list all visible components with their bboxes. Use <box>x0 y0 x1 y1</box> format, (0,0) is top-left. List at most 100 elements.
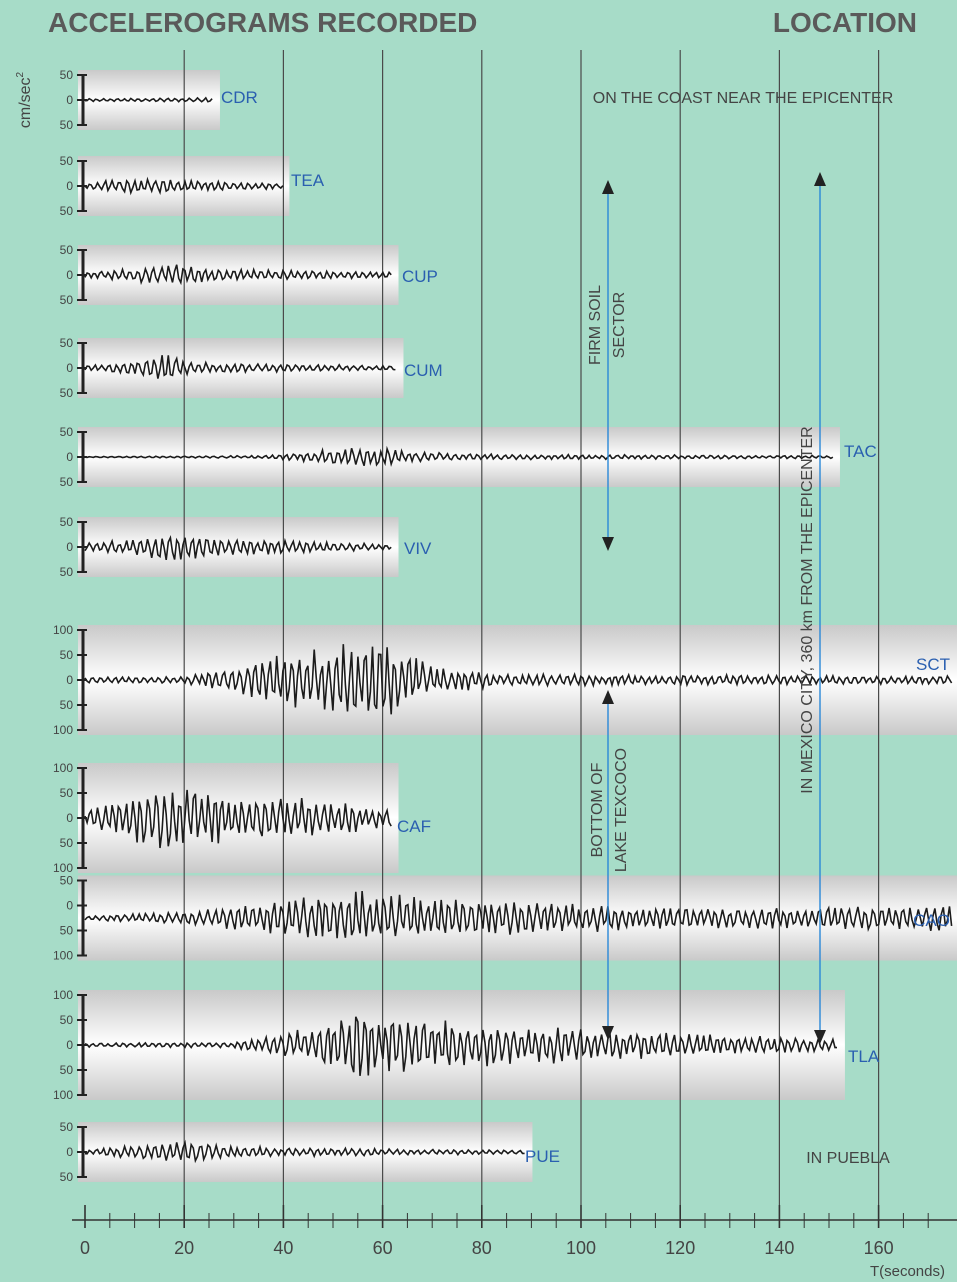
station-label-tla: TLA <box>848 1047 880 1066</box>
y-axis-tea: 50 0 50 <box>60 154 87 218</box>
puebla-annotation: IN PUEBLA <box>806 1150 890 1167</box>
trace-band-cum <box>78 338 404 398</box>
station-label-sct: SCT <box>916 655 950 674</box>
mexico-city-arrow-up-head <box>814 172 826 186</box>
y-tick-label: 50 <box>60 475 74 489</box>
y-axis-caf: 100 50 0 50 100 <box>53 761 87 875</box>
y-tick-label: 0 <box>66 93 73 107</box>
y-tick-label: 50 <box>60 68 74 82</box>
y-tick-label: 0 <box>66 673 73 687</box>
y-tick-label: 50 <box>60 1120 74 1134</box>
trace-caf <box>84 789 392 849</box>
y-tick-label: 50 <box>60 1170 74 1184</box>
y-axis-tla: 100 50 0 50 100 <box>53 988 87 1102</box>
x-tick-label: 60 <box>373 1238 393 1258</box>
firm-soil-line-1: FIRM SOIL <box>587 285 604 365</box>
y-tick-label: 0 <box>66 450 73 464</box>
trace-cup <box>84 264 392 286</box>
x-tick-label: 40 <box>273 1238 293 1258</box>
vertical-gridlines <box>183 50 880 1205</box>
location-header: LOCATION <box>773 7 917 38</box>
x-tick-label: 0 <box>80 1238 90 1258</box>
y-tick-label: 50 <box>60 154 74 168</box>
y-tick-label: 50 <box>60 243 74 257</box>
y-tick-label: 100 <box>53 988 73 1002</box>
y-tick-label: 50 <box>60 924 74 938</box>
traces: CDR TEA CUP CUM TAC VIV SCT CAF CAO TLA PUE <box>84 88 953 1166</box>
station-label-tac: TAC <box>844 442 877 461</box>
y-tick-label: 50 <box>60 204 74 218</box>
y-tick-label: 100 <box>53 623 73 637</box>
y-tick-label: 50 <box>60 293 74 307</box>
firm-soil-annotation: FIRM SOIL SECTOR <box>587 285 628 365</box>
trace-bands <box>78 70 957 1182</box>
y-tick-label: 50 <box>60 836 74 850</box>
trace-tla <box>84 1016 837 1076</box>
time-axis: 0 20 40 60 80 100 120 140 160 T(seconds) <box>72 1205 957 1280</box>
mexico-city-annotation: IN MEXICO CITY, 360 km FROM THE EPICENTE… <box>799 426 816 793</box>
y-tick-label: 50 <box>60 874 74 888</box>
y-axis-pue: 50 0 50 <box>60 1120 87 1184</box>
trace-pue <box>84 1139 525 1164</box>
x-tick-label: 120 <box>665 1238 695 1258</box>
y-axis-viv: 50 0 50 <box>60 515 87 579</box>
y-tick-label: 50 <box>60 565 74 579</box>
lake-line-1: BOTTOM OF <box>589 762 606 857</box>
trace-cum <box>84 355 396 379</box>
trace-sct <box>84 644 953 715</box>
y-tick-label: 0 <box>66 361 73 375</box>
trace-tac <box>84 445 834 468</box>
x-tick-label: 140 <box>764 1238 794 1258</box>
y-tick-label: 50 <box>60 515 74 529</box>
y-unit-label: cm/sec2 <box>15 71 34 128</box>
y-tick-label: 100 <box>53 1088 73 1102</box>
y-tick-label: 50 <box>60 425 74 439</box>
lake-arrow-down-head <box>602 1026 614 1040</box>
y-axis-cao: 50 0 50 100 <box>53 874 87 963</box>
y-tick-label: 0 <box>66 1145 73 1159</box>
y-axis-sct: 100 50 0 50 100 <box>53 623 87 737</box>
y-tick-label: 50 <box>60 648 74 662</box>
y-tick-label: 50 <box>60 1013 74 1027</box>
trace-tea <box>84 176 284 196</box>
y-axis-cum: 50 0 50 <box>60 336 87 400</box>
station-label-cao: CAO <box>913 911 950 930</box>
mexico-city-arrow-down-head <box>814 1030 826 1044</box>
x-tick-label: 80 <box>472 1238 492 1258</box>
x-tick-label: 100 <box>566 1238 596 1258</box>
lake-texcoco-annotation: BOTTOM OF LAKE TEXCOCO <box>589 748 630 872</box>
y-tick-label: 0 <box>66 811 73 825</box>
station-label-cum: CUM <box>404 361 443 380</box>
amplitude-axes: 5005050050500505005050050500501005005010… <box>53 68 87 1184</box>
y-tick-label: 100 <box>53 949 73 963</box>
y-axis-tac: 50 0 50 <box>60 425 87 489</box>
x-axis-label: T(seconds) <box>870 1263 945 1280</box>
lake-arrow-up-head <box>602 690 614 704</box>
station-label-pue: PUE <box>525 1147 560 1166</box>
y-tick-label: 0 <box>66 179 73 193</box>
y-tick-label: 100 <box>53 861 73 875</box>
y-tick-label: 50 <box>60 386 74 400</box>
y-tick-label: 0 <box>66 540 73 554</box>
station-label-viv: VIV <box>404 539 432 558</box>
y-tick-label: 50 <box>60 336 74 350</box>
y-tick-label: 0 <box>66 1038 73 1052</box>
y-tick-label: 50 <box>60 786 74 800</box>
y-tick-label: 100 <box>53 723 73 737</box>
station-label-cup: CUP <box>402 267 438 286</box>
y-tick-label: 0 <box>66 899 73 913</box>
firm-soil-line-2: SECTOR <box>611 292 628 358</box>
firm-soil-arrow-down-head <box>602 537 614 551</box>
y-tick-label: 100 <box>53 761 73 775</box>
x-tick-label: 160 <box>864 1238 894 1258</box>
y-tick-label: 50 <box>60 118 74 132</box>
y-axis-cdr: 50 0 50 <box>60 68 87 132</box>
station-label-cdr: CDR <box>221 88 258 107</box>
station-label-tea: TEA <box>291 171 325 190</box>
figure-title: ACCELEROGRAMS RECORDED <box>48 7 477 38</box>
trace-cdr <box>84 96 213 103</box>
station-label-caf: CAF <box>397 817 431 836</box>
trace-viv <box>84 534 392 561</box>
trace-cao <box>84 891 953 939</box>
